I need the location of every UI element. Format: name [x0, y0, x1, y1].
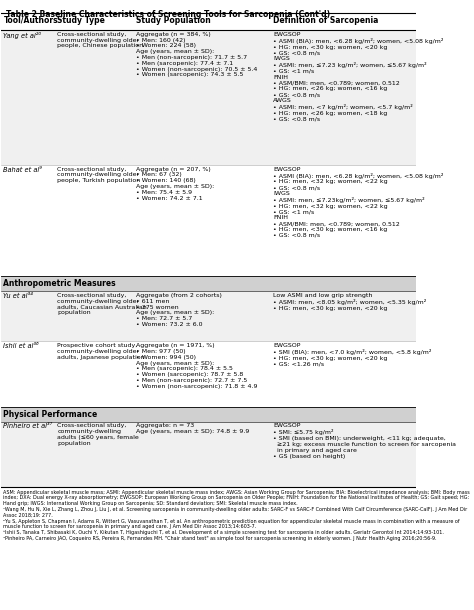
Text: ASM: Appendicular skeletal muscle mass; ASMI: Appendicular skeletal muscle mass : ASM: Appendicular skeletal muscle mass; …	[3, 490, 470, 541]
Text: Prospective cohort study,
community-dwelling older
adults, Japanese population: Prospective cohort study, community-dwel…	[57, 343, 145, 360]
Text: EWGSOP
• SMI (BIA): men, <7.0 kg/m²; women, <5.8 kg/m²
• HG: men, <30 kg; women,: EWGSOP • SMI (BIA): men, <7.0 kg/m²; wom…	[273, 343, 431, 367]
Text: Cross-sectional study,
community-dwelling older
people, Turkish population: Cross-sectional study, community-dwellin…	[57, 167, 141, 183]
Bar	[1, 407, 416, 422]
Text: Table 2 Baseline Characteristics of Screening Tools for Sarcopenia (Cont'd): Table 2 Baseline Characteristics of Scre…	[6, 10, 329, 20]
Text: Aggregate (n = 384, %)
• Men: 160 (42)
• Women: 224 (58)
Age (years, mean ± SD):: Aggregate (n = 384, %) • Men: 160 (42) •…	[136, 32, 258, 77]
Text: Yang et al²⁰: Yang et al²⁰	[3, 32, 41, 39]
Text: Aggregate: n = 73
Age (years, mean ± SD): 74.8 ± 9.9: Aggregate: n = 73 Age (years, mean ± SD)…	[136, 423, 250, 434]
Bar	[1, 291, 416, 342]
Text: EWGSOP
• ASMI (BIA): men, <6.28 kg/m²; women, <5.08 kg/m²
• HG: men, <32 kg; wom: EWGSOP • ASMI (BIA): men, <6.28 kg/m²; w…	[273, 167, 444, 238]
Text: Low ASMI and low grip strength
• ASMI: men, <8.05 kg/m²; women, <5.35 kg/m²
• HG: Low ASMI and low grip strength • ASMI: m…	[273, 293, 427, 310]
Text: Anthropometric Measures: Anthropometric Measures	[3, 279, 116, 289]
Text: Cross-sectional study,
community-dwelling older
adults, Caucasian Australian
pop: Cross-sectional study, community-dwellin…	[57, 293, 147, 315]
Text: Cross-sectional study,
community-dwelling older
people, Chinese population: Cross-sectional study, community-dwellin…	[57, 32, 144, 48]
Text: Aggregate (n = 1971, %)
• Men: 977 (50)
• Women: 994 (50)
Age (years, mean ± SD): Aggregate (n = 1971, %) • Men: 977 (50) …	[136, 343, 258, 389]
Bar	[1, 30, 416, 165]
Text: EWGSOP
• SMI: ≤5.75 kg/m²
• SMI (based on BMI): underweight, <11 kg; adequate,
 : EWGSOP • SMI: ≤5.75 kg/m² • SMI (based o…	[273, 423, 456, 459]
Bar	[1, 422, 416, 487]
Text: Yu et al³⁴: Yu et al³⁴	[3, 293, 33, 299]
Bar	[1, 276, 416, 291]
Text: Study Type: Study Type	[57, 16, 105, 25]
Text: Definition of Sarcopenia: Definition of Sarcopenia	[273, 16, 379, 25]
Bar	[1, 165, 416, 276]
Text: Physical Performance: Physical Performance	[3, 410, 98, 418]
Text: Ishii et al³⁶: Ishii et al³⁶	[3, 343, 39, 349]
Text: Tool/Authors: Tool/Authors	[3, 16, 58, 25]
Text: Aggregate (n = 207, %)
• Men: 67 (32)
• Women: 140 (68)
Age (years, mean ± SD):
: Aggregate (n = 207, %) • Men: 67 (32) • …	[136, 167, 215, 201]
Text: Cross-sectional study,
community-dwelling
adults (≤60 years, female
population: Cross-sectional study, community-dwellin…	[57, 423, 139, 446]
Text: Aggregate (from 2 cohorts)
• 611 men
• 375 women
Age (years, mean ± SD):
• Men: : Aggregate (from 2 cohorts) • 611 men • 3…	[136, 293, 222, 327]
Bar	[1, 342, 416, 407]
Text: Bahat et al⁹: Bahat et al⁹	[3, 167, 42, 173]
Text: Pinheiro et al³⁷: Pinheiro et al³⁷	[3, 423, 53, 429]
Text: EWGSOP
• ASMI (BIA): men, <6.28 kg/m²; women, <5.08 kg/m²
• HG: men, <30 kg; wom: EWGSOP • ASMI (BIA): men, <6.28 kg/m²; w…	[273, 32, 444, 121]
Text: Study Population: Study Population	[136, 16, 211, 25]
